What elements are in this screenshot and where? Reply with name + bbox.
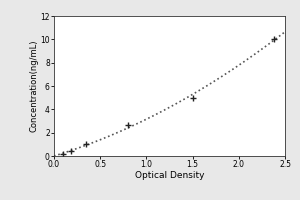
X-axis label: Optical Density: Optical Density [135, 171, 204, 180]
Y-axis label: Concentration(ng/mL): Concentration(ng/mL) [30, 40, 39, 132]
